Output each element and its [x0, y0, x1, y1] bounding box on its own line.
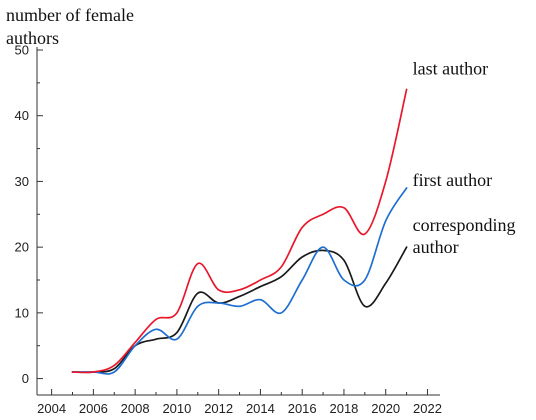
- x-tick-label: 2018: [329, 401, 358, 416]
- series-label-last-author: last author: [413, 58, 488, 78]
- y-tick-label: 10: [15, 305, 29, 320]
- series-label-first-author: first author: [413, 170, 492, 190]
- x-tick-label: 2004: [37, 401, 66, 416]
- x-tick-label: 2006: [79, 401, 108, 416]
- x-tick-label: 2008: [121, 401, 150, 416]
- y-axis-label-line: authors: [6, 28, 59, 48]
- y-tick-label: 50: [15, 43, 29, 58]
- axes: 0 10 20 30 40 50 2004 2006 2008 2010 2012 2014 2016 2…: [15, 43, 442, 417]
- y-axis-label: number of female authors: [6, 5, 134, 48]
- x-tick-label: 2014: [246, 401, 275, 416]
- series-line-corresponding-author: [71, 246, 408, 374]
- x-tick-label: 2012: [204, 401, 233, 416]
- y-axis-label-line: number of female: [6, 5, 134, 25]
- y-tick-label: 20: [15, 240, 29, 255]
- x-tick-label: 2016: [288, 401, 317, 416]
- series-label-line: author: [413, 237, 459, 257]
- series-label-line: corresponding: [413, 215, 516, 235]
- series-line-last-author: [71, 88, 408, 374]
- x-tick-label: 2010: [162, 401, 191, 416]
- series-label-line: first author: [413, 170, 492, 190]
- y-tick-label: 0: [22, 371, 29, 386]
- series-label-line: last author: [413, 58, 488, 78]
- series-lines: [71, 88, 408, 375]
- y-tick-label: 40: [15, 108, 29, 123]
- series-label-corresponding-author: corresponding author: [413, 215, 516, 257]
- annotations: number of female authors last author first …: [6, 5, 516, 257]
- series-line-first-author: [71, 187, 408, 375]
- x-tick-label: 2022: [413, 401, 442, 416]
- x-tick-label: 2020: [371, 401, 400, 416]
- y-tick-label: 30: [15, 174, 29, 189]
